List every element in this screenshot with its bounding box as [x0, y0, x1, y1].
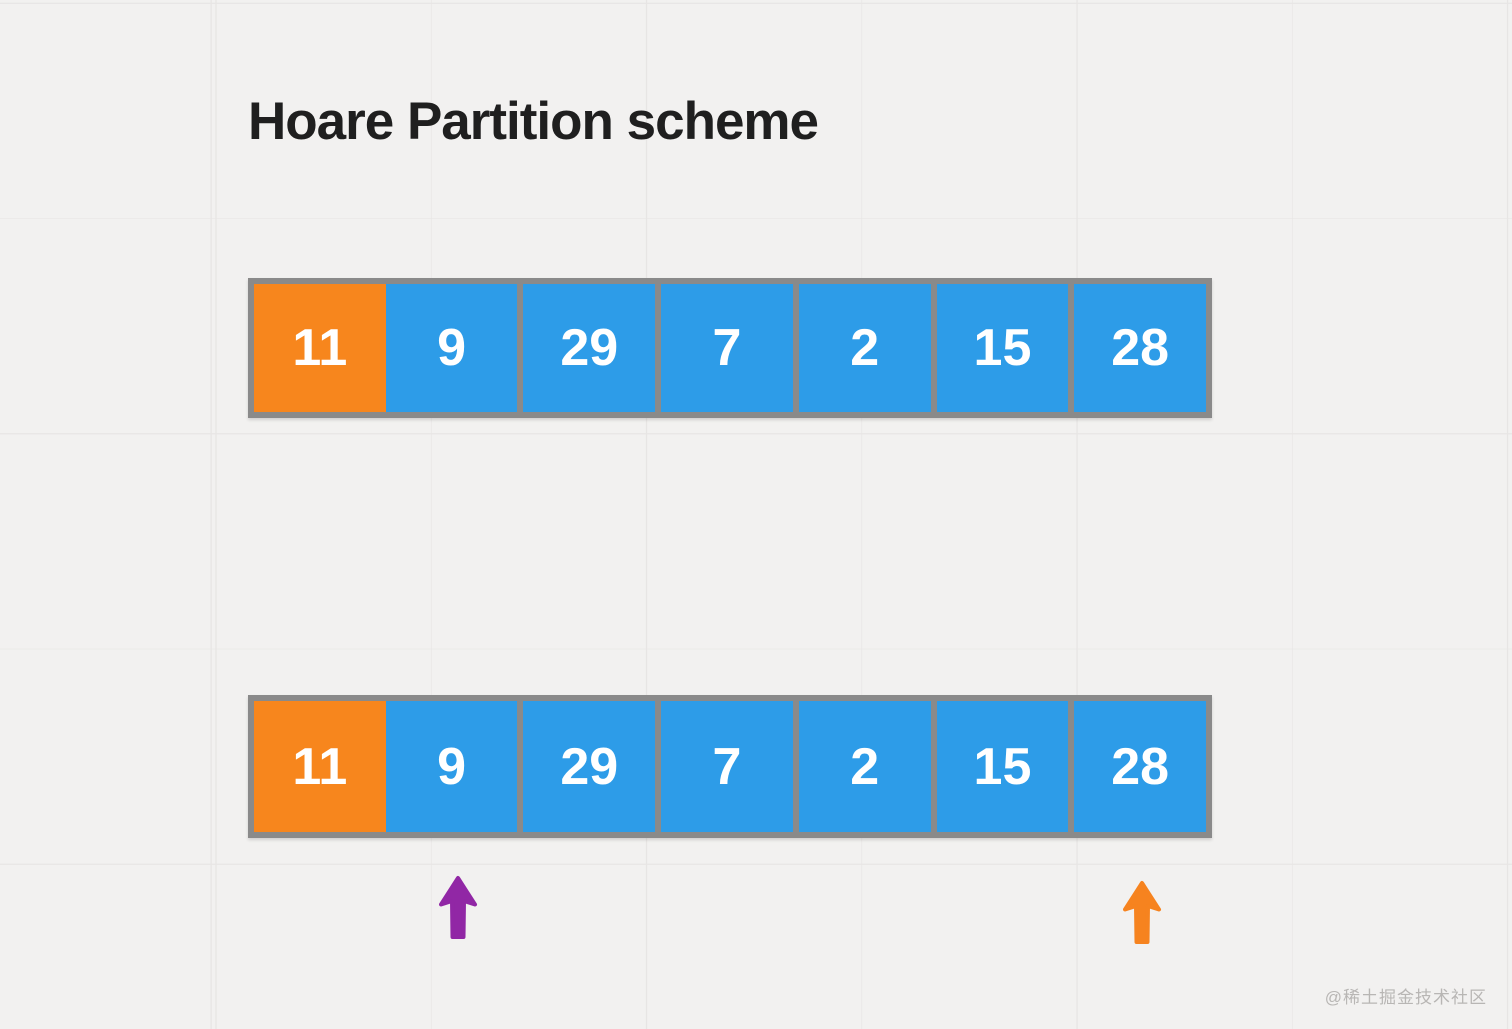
- left-pointer-arrow-icon: [439, 876, 477, 939]
- array-cell: 9: [385, 284, 518, 412]
- array-cell: 15: [930, 701, 1069, 832]
- array-cell: 2: [792, 284, 931, 412]
- array-cell: 28: [1068, 701, 1207, 832]
- array-cell: 29: [517, 284, 656, 412]
- array-cell: 7: [655, 701, 793, 832]
- array-cell: 9: [385, 701, 518, 832]
- array-row-initial: 11 9 29 7 2 15 28: [248, 278, 1212, 418]
- array-cell: 15: [930, 284, 1069, 412]
- array-cell-pivot: 11: [254, 284, 386, 412]
- array-cell: 2: [792, 701, 931, 832]
- right-pointer-arrow-icon: [1123, 881, 1161, 944]
- array-cell-pivot: 11: [254, 701, 386, 832]
- array-cell: 7: [655, 284, 793, 412]
- watermark: @稀土掘金技术社区: [1324, 988, 1487, 1007]
- array-row-current: 11 9 29 7 2 15 28: [248, 695, 1212, 838]
- page-title: Hoare Partition scheme: [248, 92, 819, 151]
- array-cell: 28: [1068, 284, 1207, 412]
- array-cell: 29: [517, 701, 656, 832]
